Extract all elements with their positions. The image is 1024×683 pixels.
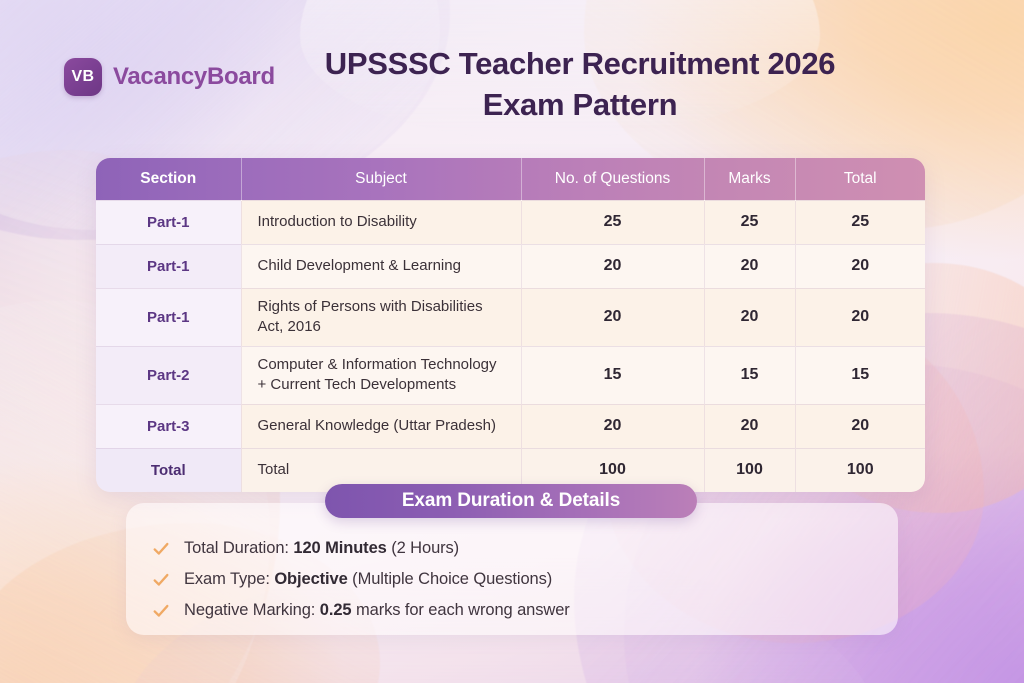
cell-total: 20 xyxy=(795,287,925,346)
column-header-total: Total xyxy=(843,169,877,187)
cell-subject: Computer & Information Technology + Curr… xyxy=(241,345,522,404)
cell-subject: General Knowledge (Uttar Pradesh) xyxy=(241,403,522,448)
brand-name: VacancyBoard xyxy=(113,63,275,90)
cell-questions: 20 xyxy=(521,287,705,346)
cell-section: Part-1 xyxy=(96,243,242,288)
cell-total: 20 xyxy=(795,403,925,448)
table-header: Section Subject No. of Questions Marks T… xyxy=(96,158,925,200)
page-title-line-1: UPSSSC Teacher Recruitment 2026 xyxy=(324,46,836,81)
check-icon xyxy=(153,542,169,555)
detail-value: 120 Minutes xyxy=(293,539,387,557)
cell-marks: 100 xyxy=(704,447,796,492)
brand-logo-block: VB VacancyBoard xyxy=(64,58,275,96)
detail-label: Exam Type: xyxy=(184,570,275,588)
cell-total: 100 xyxy=(795,447,925,492)
cell-marks: 25 xyxy=(704,199,796,244)
detail-text: Total Duration: 120 Minutes (2 Hours) xyxy=(184,539,459,558)
column-header-subject: Subject xyxy=(241,158,522,200)
vacancyboard-logo-icon: VB xyxy=(64,58,102,96)
column-header-marks: Marks xyxy=(704,158,796,200)
detail-text: Negative Marking: 0.25 marks for each wr… xyxy=(184,601,570,620)
cell-section: Part-1 xyxy=(96,287,242,346)
table-row: Part-2 Computer & Information Technology… xyxy=(96,345,925,404)
cell-subject: Rights of Persons with Disabilities Act,… xyxy=(241,287,522,346)
cell-subject: Child Development & Learning xyxy=(241,243,522,288)
cell-section: Part-2 xyxy=(96,345,242,404)
detail-item: Exam Type: Objective (Multiple Choice Qu… xyxy=(152,564,898,595)
page-title: UPSSSC Teacher Recruitment 2026 Exam Pat… xyxy=(280,44,880,126)
exam-duration-badge: Exam Duration & Details xyxy=(325,484,697,518)
detail-label: Total Duration: xyxy=(184,539,294,557)
table-row: Part-1 Child Development & Learning 20 2… xyxy=(96,243,925,288)
cell-total: 25 xyxy=(795,199,925,244)
cell-section: Part-1 xyxy=(96,199,242,244)
cell-marks: 15 xyxy=(704,345,796,404)
cell-section: Total xyxy=(96,447,242,492)
cell-questions: 25 xyxy=(521,199,705,244)
detail-item: Negative Marking: 0.25 marks for each wr… xyxy=(152,595,898,626)
cell-questions: 20 xyxy=(521,403,705,448)
detail-value: 0.25 xyxy=(319,601,352,619)
cell-marks: 20 xyxy=(704,287,796,346)
cell-total: 15 xyxy=(795,345,925,404)
page-title-line-2: Exam Pattern xyxy=(482,86,678,122)
exam-details-card: Total Duration: 120 Minutes (2 Hours) Ex… xyxy=(126,503,898,635)
detail-item: Total Duration: 120 Minutes (2 Hours) xyxy=(152,533,898,564)
cell-questions: 15 xyxy=(521,345,705,404)
exam-pattern-table: Section Subject No. of Questions Marks T… xyxy=(96,158,925,492)
cell-marks: 20 xyxy=(704,403,796,448)
table-row: Part-1 Introduction to Disability 25 25 … xyxy=(96,199,925,244)
detail-value: Objective xyxy=(274,570,348,588)
detail-suffix: (2 Hours) xyxy=(386,539,460,557)
detail-suffix: (Multiple Choice Questions) xyxy=(347,570,553,588)
table-row: Part-3 General Knowledge (Uttar Pradesh)… xyxy=(96,403,925,448)
cell-section: Part-3 xyxy=(96,403,242,448)
column-header-questions: No. of Questions xyxy=(521,158,705,200)
cell-total: 20 xyxy=(795,243,925,288)
cell-questions: 20 xyxy=(521,243,705,288)
cell-marks: 20 xyxy=(704,243,796,288)
cell-subject: Introduction to Disability xyxy=(241,199,522,244)
column-header-section: Section xyxy=(96,158,242,200)
table-body: Part-1 Introduction to Disability 25 25 … xyxy=(96,199,925,492)
detail-text: Exam Type: Objective (Multiple Choice Qu… xyxy=(184,570,552,589)
detail-label: Negative Marking: xyxy=(184,601,320,619)
check-icon xyxy=(153,604,169,617)
table-row: Part-1 Rights of Persons with Disabiliti… xyxy=(96,287,925,346)
detail-suffix: marks for each wrong answer xyxy=(351,601,570,619)
check-icon xyxy=(153,573,169,586)
